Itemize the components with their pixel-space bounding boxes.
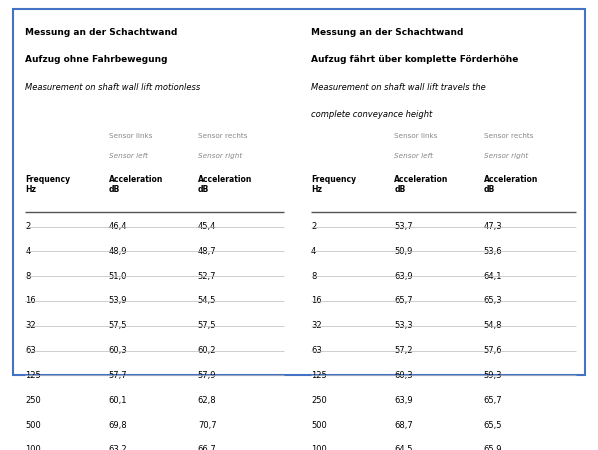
Text: 63: 63 [25,346,36,355]
Text: Sensor rechts: Sensor rechts [198,133,248,139]
Text: Acceleration
dB: Acceleration dB [484,175,538,194]
Text: 4: 4 [25,247,30,256]
Text: 63,2: 63,2 [108,446,127,450]
Text: Acceleration
dB: Acceleration dB [108,175,163,194]
Text: 65,5: 65,5 [484,421,502,430]
Text: Sensor left: Sensor left [108,153,148,159]
Text: 57,5: 57,5 [198,321,216,330]
Text: 100: 100 [25,446,41,450]
Text: Sensor rechts: Sensor rechts [484,133,533,139]
Text: 32: 32 [25,321,36,330]
Text: 53,6: 53,6 [484,247,502,256]
Text: 2: 2 [25,222,30,231]
Text: 65,9: 65,9 [484,446,502,450]
Text: 57,2: 57,2 [394,346,413,355]
Text: 60,2: 60,2 [198,346,216,355]
Text: 57,6: 57,6 [484,346,502,355]
Text: Messung an der Schachtwand: Messung an der Schachtwand [25,28,178,37]
Text: 8: 8 [311,272,316,281]
Text: 8: 8 [25,272,30,281]
Text: 500: 500 [25,421,41,430]
Text: 63: 63 [311,346,322,355]
Text: 54,5: 54,5 [198,297,216,306]
Text: Acceleration
dB: Acceleration dB [394,175,448,194]
Text: 53,9: 53,9 [108,297,127,306]
Text: 60,3: 60,3 [394,371,413,380]
Text: 46,4: 46,4 [108,222,127,231]
Text: 500: 500 [311,421,327,430]
FancyBboxPatch shape [13,9,585,375]
Text: Measurement on shaft wall lift motionless: Measurement on shaft wall lift motionles… [25,83,200,92]
Text: 32: 32 [311,321,322,330]
Text: 64,5: 64,5 [394,446,413,450]
Text: 48,7: 48,7 [198,247,216,256]
Text: Messung an der Schachtwand: Messung an der Schachtwand [311,28,463,37]
Text: 62,8: 62,8 [198,396,216,405]
Text: 68,7: 68,7 [394,421,413,430]
Text: 65,7: 65,7 [484,396,502,405]
Text: 63,9: 63,9 [394,396,413,405]
Text: 16: 16 [311,297,322,306]
Text: Sensor left: Sensor left [394,153,433,159]
Text: 53,7: 53,7 [394,222,413,231]
Text: 69,8: 69,8 [108,421,127,430]
Text: complete conveyance height: complete conveyance height [311,110,432,119]
Text: Frequency
Hz: Frequency Hz [25,175,71,194]
Text: Sensor right: Sensor right [198,153,242,159]
Text: 125: 125 [25,371,41,380]
Text: 65,3: 65,3 [484,297,502,306]
Text: 4: 4 [311,247,316,256]
Text: Frequency
Hz: Frequency Hz [311,175,356,194]
Text: 59,3: 59,3 [484,371,502,380]
Text: 51,0: 51,0 [108,272,127,281]
Text: Acceleration
dB: Acceleration dB [198,175,252,194]
Text: Sensor right: Sensor right [484,153,528,159]
Text: 2: 2 [311,222,316,231]
Text: 47,3: 47,3 [484,222,502,231]
Text: 50,9: 50,9 [394,247,413,256]
Text: 66,7: 66,7 [198,446,216,450]
Text: Aufzug ohne Fahrbewegung: Aufzug ohne Fahrbewegung [25,55,167,64]
Text: 53,3: 53,3 [394,321,413,330]
Text: 57,5: 57,5 [108,321,127,330]
Text: 60,1: 60,1 [108,396,127,405]
Text: 45,4: 45,4 [198,222,216,231]
Text: 100: 100 [311,446,327,450]
Text: 63,9: 63,9 [394,272,413,281]
Text: 250: 250 [311,396,327,405]
Text: 54,8: 54,8 [484,321,502,330]
Text: Sensor links: Sensor links [108,133,152,139]
Text: 48,9: 48,9 [108,247,127,256]
Text: Sensor links: Sensor links [394,133,438,139]
Text: 70,7: 70,7 [198,421,216,430]
Text: 64,1: 64,1 [484,272,502,281]
Text: 16: 16 [25,297,36,306]
Text: Measurement on shaft wall lift travels the: Measurement on shaft wall lift travels t… [311,83,486,92]
Text: 60,3: 60,3 [108,346,127,355]
Text: 57,7: 57,7 [108,371,127,380]
Text: 250: 250 [25,396,41,405]
Text: 57,9: 57,9 [198,371,216,380]
Text: Aufzug fährt über komplette Förderhöhe: Aufzug fährt über komplette Förderhöhe [311,55,518,64]
Text: 65,7: 65,7 [394,297,413,306]
Text: 52,7: 52,7 [198,272,216,281]
Text: 125: 125 [311,371,327,380]
